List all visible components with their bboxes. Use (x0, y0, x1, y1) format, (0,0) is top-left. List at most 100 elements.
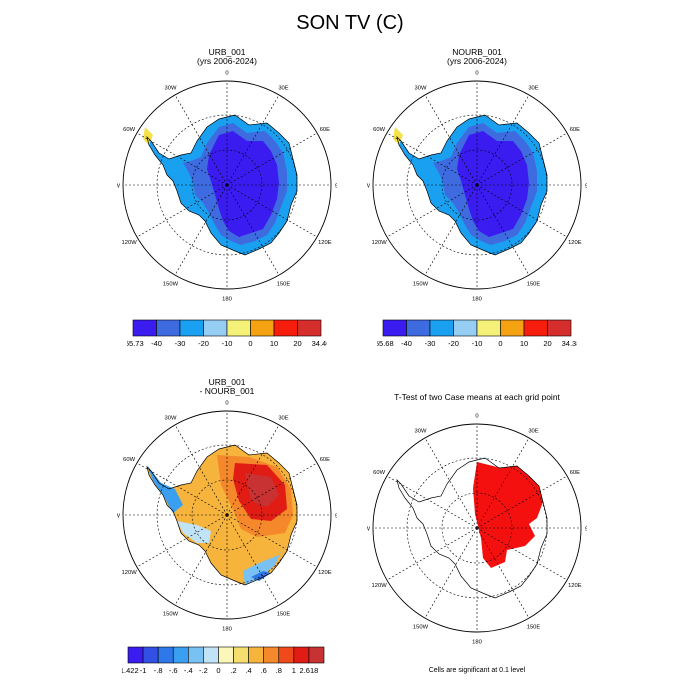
diff-lon-label-top-left: 30W (165, 416, 177, 422)
panel-title-ttest: T-Test of two Case means at each grid po… (377, 393, 577, 402)
panel-title-diff-line2: - NOURB_001 (199, 386, 255, 396)
colorbar-diff-swatch-12 (308, 646, 325, 664)
colorbar-diff-label-8: .4 (245, 666, 251, 675)
colorbar-urb-swatch-4 (226, 319, 251, 337)
diff-lon-label-left-lower: 120W (122, 570, 138, 576)
colorbar-diff-swatch-11 (293, 646, 310, 664)
map-urb: 0 30E 60E 90E 120E 150E 180 150W 120W 90W 60W 30W (117, 71, 337, 303)
ttest-lon-label-left-upper: 60W (373, 470, 385, 476)
ttest-lon-label-right-lower: 120E (568, 583, 582, 589)
nourb-plateau-zone (457, 131, 529, 237)
colorbar-nourb-label-2: -30 (425, 339, 436, 348)
colorbar-diff: -1.422-1 -.8 -.6 -.4 -.2 0 .2 .4 .6 .8 1 2.618 (122, 646, 325, 675)
diff-lon-label-bottom: 180 (222, 627, 232, 633)
panel-title-urb: URB_001 (yrs 2006-2024) (127, 48, 327, 66)
urb-lon-label-left: 90W (117, 184, 120, 190)
map-ttest: 0 30E 60E 90E 120E 150E 180 150W 120W 90W 60W 30W (367, 414, 587, 646)
colorbar-urb-label-6: 10 (270, 339, 278, 348)
urb-plateau-zone (207, 131, 279, 237)
diff-lon-label-right-upper: 60E (320, 457, 330, 463)
colorbar-nourb-swatch-1 (406, 319, 431, 337)
ttest-coastline (396, 457, 548, 599)
panel-title-diff: URB_001 - NOURB_001 (127, 378, 327, 396)
nourb-lon-label-left-upper: 60W (373, 127, 385, 133)
colorbar-urb: -55.73 -40 -30 -20 -10 0 10 20 34.46 (127, 319, 327, 348)
urb-lon-label-right-upper: 60E (320, 127, 330, 133)
colorbar-nourb-label-1: -40 (401, 339, 412, 348)
urb-lon-label-top-right: 30E (278, 86, 288, 92)
colorbar-diff-label-5: -.2 (199, 666, 208, 675)
colorbar-nourb-label-7: 20 (543, 339, 551, 348)
colorbar-diff-swatch-10 (278, 646, 295, 664)
urb-lon-label-right-lower: 120E (318, 240, 332, 246)
significance-footnote: Cells are significant at 0.1 level (428, 667, 526, 674)
colorbar-nourb-swatch-6 (523, 319, 548, 337)
diff-field-east-cool (243, 543, 285, 585)
ttest-lon-label-bottom: 180 (472, 640, 482, 646)
urb-lon-label-bottom-left: 150W (163, 281, 179, 287)
colorbar-nourb: -55.68 -40 -30 -20 -10 0 10 20 34.38 (377, 319, 577, 348)
colorbar-urb-swatch-2 (179, 319, 204, 337)
colorbar-diff-label-11: 1 (292, 666, 296, 675)
colorbar-diff-swatch-4 (188, 646, 204, 664)
colorbar-urb-label-4: -10 (222, 339, 233, 348)
panel-title-urb-line2: (yrs 2006-2024) (196, 56, 257, 66)
diff-coastline (146, 444, 298, 586)
colorbar-nourb-label-5: 0 (498, 339, 502, 348)
diff-field-ross-cool (177, 521, 211, 543)
nourb-lon-label-bottom: 180 (472, 297, 482, 303)
urb-lon-label-bottom-right: 150E (277, 281, 291, 287)
diff-lon-label-bottom-right: 150E (277, 611, 291, 617)
colorbar-diff-label-3: -.6 (169, 666, 178, 675)
ttest-lon-label-top: 0 (475, 414, 478, 420)
diff-lon-label-left-upper: 60W (123, 457, 135, 463)
nourb-lon-label-left: 90W (367, 184, 370, 190)
panel-title-nourb: NOURB_001 (yrs 2006-2024) (377, 48, 577, 66)
nourb-lon-label-bottom-right: 150E (527, 281, 541, 287)
colorbar-diff-label-6: 0 (216, 666, 220, 675)
colorbar-urb-label-7: 20 (293, 339, 301, 348)
urb-lon-label-right: 90E (335, 184, 337, 190)
colorbar-diff-label-10: .8 (276, 666, 282, 675)
ttest-lon-label-right: 90E (585, 527, 587, 533)
colorbar-nourb-swatch-4 (476, 319, 501, 337)
colorbar-urb-swatch-7 (297, 319, 322, 337)
colorbar-diff-swatch-6 (218, 646, 234, 664)
diff-lon-label-top-right: 30E (278, 416, 288, 422)
nourb-lon-label-right-upper: 60E (570, 127, 580, 133)
colorbar-nourb-swatch-5 (500, 319, 525, 337)
ttest-lon-label-bottom-left: 150W (413, 624, 429, 630)
colorbar-diff-label-2: -.8 (154, 666, 163, 675)
map-diff: 0 30E 60E 90E 120E 150E 180 150W 120W 90W 60W 30W (117, 401, 337, 633)
colorbar-urb-swatch-0 (132, 319, 157, 337)
map-nourb: 0 30E 60E 90E 120E 150E 180 150W 120W 90W 60W 30W (367, 71, 587, 303)
diff-lon-label-top: 0 (225, 401, 228, 407)
colorbar-nourb-swatch-3 (453, 319, 478, 337)
urb-lon-label-bottom: 180 (222, 297, 232, 303)
colorbar-urb-swatch-3 (203, 319, 228, 337)
colorbar-diff-label-7: .2 (230, 666, 236, 675)
colorbar-diff-label-1: -1 (140, 666, 147, 675)
figure-title: SON TV (C) (296, 12, 404, 34)
colorbar-nourb-swatch-0 (382, 319, 407, 337)
colorbar-nourb-label-8: 34.38 (562, 339, 577, 348)
urb-lon-label-top: 0 (225, 71, 228, 77)
nourb-lon-label-right-lower: 120E (568, 240, 582, 246)
colorbar-diff-swatch-5 (203, 646, 219, 664)
urb-lon-label-top-left: 30W (165, 86, 177, 92)
panel-title-urb-line1: URB_001 (208, 47, 246, 57)
nourb-lon-label-bottom-left: 150W (413, 281, 429, 287)
nourb-lon-label-left-lower: 120W (372, 240, 388, 246)
ttest-lon-label-right-upper: 60E (570, 470, 580, 476)
ttest-lon-label-bottom-right: 150E (527, 624, 541, 630)
colorbar-urb-label-5: 0 (248, 339, 252, 348)
urb-coastline (146, 114, 298, 256)
colorbar-nourb-swatch-7 (547, 319, 572, 337)
colorbar-nourb-label-0: -55.68 (377, 339, 394, 348)
nourb-lon-label-top: 0 (475, 71, 478, 77)
diff-field-peninsula-cool (147, 465, 183, 513)
diff-lon-label-left: 90W (117, 514, 120, 520)
colorbar-urb-label-3: -20 (198, 339, 209, 348)
colorbar-diff-swatch-3 (172, 646, 189, 664)
colorbar-diff-swatch-2 (157, 646, 174, 664)
